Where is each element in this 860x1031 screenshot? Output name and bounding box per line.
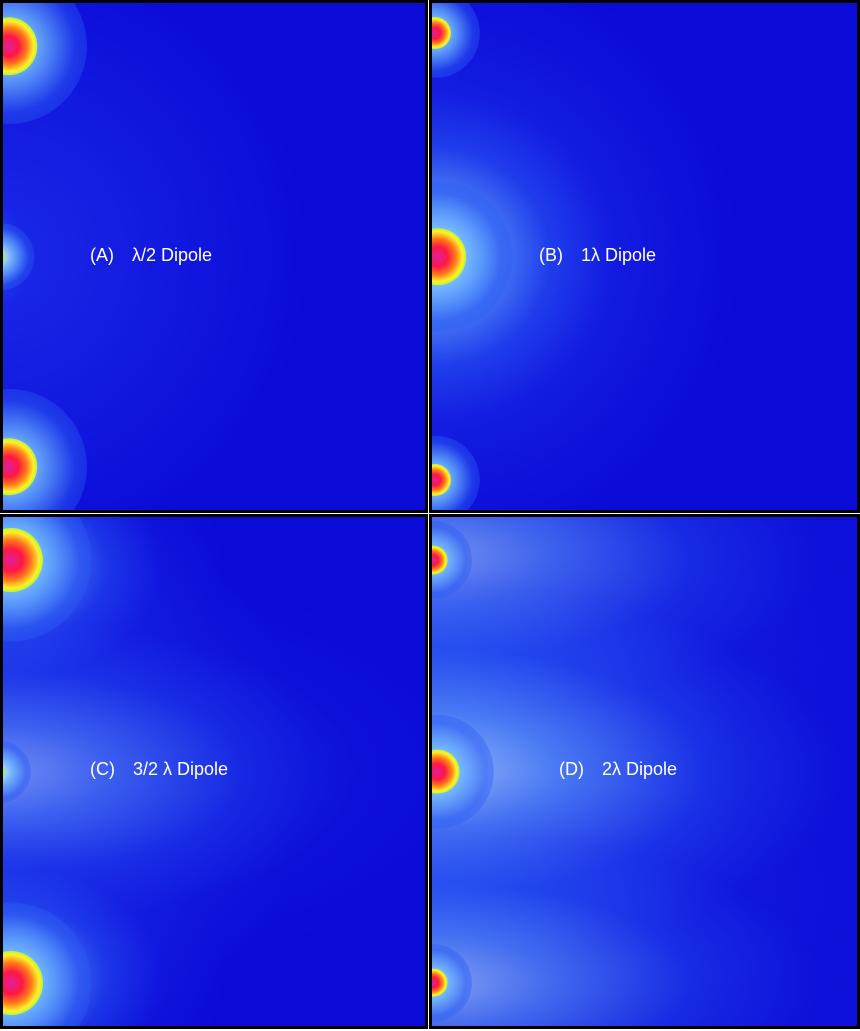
panel-a: (A) λ/2 Dipole bbox=[0, 0, 428, 513]
panel-title: 1λ Dipole bbox=[581, 245, 656, 266]
panel-tag: (D) bbox=[559, 759, 584, 780]
panel-title: λ/2 Dipole bbox=[132, 245, 212, 266]
figure-grid: (A) λ/2 Dipole (B) 1λ Dipole (C) 3/2 λ Dipole… bbox=[0, 0, 860, 1031]
panel-b: (B) 1λ Dipole bbox=[429, 0, 860, 513]
panel-c: (C) 3/2 λ Dipole bbox=[0, 514, 428, 1029]
panel-tag: (A) bbox=[90, 245, 114, 266]
panel-label: (C) 3/2 λ Dipole bbox=[90, 759, 228, 780]
panel-tag: (B) bbox=[539, 245, 563, 266]
panel-label: (B) 1λ Dipole bbox=[539, 245, 656, 266]
panel-title: 3/2 λ Dipole bbox=[133, 759, 228, 780]
panel-tag: (C) bbox=[90, 759, 115, 780]
panel-background bbox=[0, 0, 428, 513]
panel-d: (D) 2λ Dipole bbox=[429, 514, 860, 1029]
panel-title: 2λ Dipole bbox=[602, 759, 677, 780]
panel-label: (A) λ/2 Dipole bbox=[90, 245, 212, 266]
panel-label: (D) 2λ Dipole bbox=[559, 759, 677, 780]
